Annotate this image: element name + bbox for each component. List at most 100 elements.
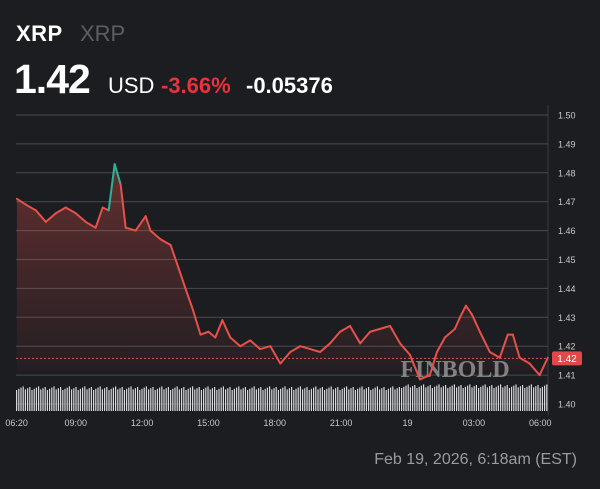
volume-bar: [77, 390, 79, 411]
volume-bar: [412, 386, 414, 411]
x-tick-label: 21:00: [330, 418, 353, 428]
volume-bar: [90, 387, 92, 411]
x-tick-label: 12:00: [131, 418, 154, 428]
y-tick-label: 1.50: [558, 111, 576, 121]
volume-bar: [97, 387, 99, 411]
volume-bar: [354, 390, 356, 411]
volume-bar: [315, 386, 317, 411]
price-line-segment: [107, 163, 116, 212]
volume-bar: [115, 386, 117, 411]
volume-bar: [143, 387, 145, 411]
volume-bar: [247, 390, 249, 411]
volume-bar: [420, 385, 422, 411]
volume-bar: [350, 388, 352, 411]
volume-bar: [271, 389, 273, 411]
currency-label: USD: [108, 73, 155, 98]
volume-bar: [493, 388, 495, 411]
volume-bar: [55, 389, 57, 411]
volume-bar: [229, 387, 231, 411]
volume-bar: [150, 388, 152, 411]
volume-bar: [504, 386, 506, 411]
volume-bar: [112, 387, 114, 411]
volume-bar: [495, 386, 497, 411]
price-line-segment: [538, 356, 549, 377]
volume-bar: [361, 386, 363, 411]
last-price-badge-label: 1.42: [557, 354, 577, 365]
volume-bar: [170, 390, 172, 411]
price-line-segment: [94, 206, 104, 229]
volume-bar: [537, 385, 539, 411]
volume-bar: [524, 388, 526, 411]
volume-bar: [407, 384, 409, 411]
volume-bar: [328, 387, 330, 411]
y-tick-label: 1.44: [558, 284, 576, 294]
volume-bar: [214, 387, 216, 411]
y-tick-label: 1.47: [558, 197, 576, 207]
volume-bar: [251, 387, 253, 411]
volume-bar: [99, 386, 101, 411]
volume-bar: [154, 390, 156, 411]
volume-bar: [86, 389, 88, 411]
volume-bar: [174, 387, 176, 411]
price-line-segment: [329, 330, 342, 345]
volume-bar: [249, 388, 251, 411]
volume-bar: [18, 388, 20, 411]
volume-bar: [183, 387, 185, 411]
price-line-segment: [54, 206, 67, 215]
change-percent: -3.66%: [161, 73, 231, 98]
price-line-segment: [24, 203, 37, 212]
volume-bar: [71, 389, 73, 411]
x-tick-label: 18:00: [264, 418, 287, 428]
volume-bar: [539, 388, 541, 411]
volume-bar: [533, 387, 535, 411]
volume-bar: [385, 390, 387, 411]
volume-bar: [339, 390, 341, 411]
volume-bar: [280, 388, 282, 411]
volume-bar: [482, 385, 484, 411]
volume-bar: [189, 387, 191, 411]
volume-bar: [286, 389, 288, 411]
price-area-fill: [16, 164, 548, 380]
volume-bar: [297, 387, 299, 411]
volume-bar: [141, 388, 143, 411]
volume-bar: [306, 387, 308, 411]
current-price: 1.42: [14, 56, 91, 102]
volume-bar: [500, 384, 502, 411]
volume-bar: [390, 387, 392, 411]
x-tick-label: 09:00: [64, 418, 87, 428]
volume-bar: [453, 384, 455, 411]
price-line-segment: [259, 345, 272, 351]
volume-bar: [198, 387, 200, 411]
volume-bar: [126, 388, 128, 411]
volume-bar: [181, 388, 183, 411]
volume-bar: [376, 386, 378, 411]
volume-bar: [346, 386, 348, 411]
price-line-segment: [229, 336, 242, 348]
price-line-segment: [359, 330, 372, 345]
volume-bar: [429, 385, 431, 411]
asset-name: XRP: [80, 21, 126, 46]
volume-bar: [66, 387, 68, 411]
volume-bar: [161, 386, 163, 411]
volume-bar: [93, 390, 95, 411]
volume-bar: [240, 389, 242, 411]
volume-bar: [176, 386, 178, 411]
volume-bar: [31, 390, 33, 411]
volume-bar: [159, 387, 161, 411]
volume-bar: [313, 387, 315, 411]
volume-bar: [508, 388, 510, 411]
volume-bar: [273, 388, 275, 411]
volume-bar: [291, 387, 293, 411]
price-line-segment: [528, 362, 541, 377]
x-tick-label: 03:00: [463, 418, 486, 428]
volume-bar: [262, 390, 264, 411]
price-line-segment: [191, 307, 202, 336]
x-tick-label: 15:00: [197, 418, 220, 428]
volume-bar: [489, 386, 491, 411]
price-line-segment: [511, 333, 521, 359]
volume-bar: [431, 388, 433, 411]
price-line-segment: [453, 316, 461, 330]
volume-bar: [324, 390, 326, 411]
volume-bar: [22, 386, 24, 411]
volume-bar: [244, 387, 246, 411]
